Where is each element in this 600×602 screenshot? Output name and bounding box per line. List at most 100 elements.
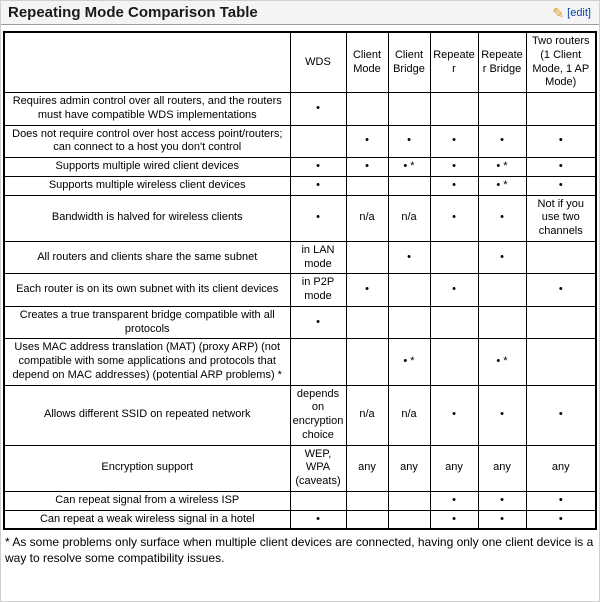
value-cell: [387, 305, 431, 340]
value-cell: any: [525, 444, 597, 492]
value-cell: [387, 509, 431, 530]
feature-cell: Bandwidth is halved for wireless clients: [3, 194, 291, 242]
table-row: Requires admin control over all routers,…: [3, 92, 597, 126]
value-cell: in P2P mode: [289, 273, 347, 307]
edit-link[interactable]: [edit]: [567, 6, 591, 19]
value-cell: •: [477, 124, 527, 158]
value-cell: [345, 92, 389, 126]
value-cell: •: [477, 384, 527, 446]
table-row: All routers and clients share the same s…: [3, 240, 597, 275]
value-cell: •: [429, 384, 479, 446]
value-cell: •: [289, 175, 347, 196]
value-cell: • *: [477, 175, 527, 196]
value-cell: •: [429, 509, 479, 530]
value-cell: in LAN mode: [289, 240, 347, 275]
column-header: Two routers (1 Client Mode, 1 AP Mode): [525, 31, 597, 93]
feature-cell: Requires admin control over all routers,…: [3, 92, 291, 126]
value-cell: •: [345, 157, 389, 177]
value-cell: [345, 338, 389, 386]
value-cell: •: [289, 157, 347, 177]
column-header: Repeater Bridge: [477, 31, 527, 93]
value-cell: •: [525, 175, 597, 196]
value-cell: •: [289, 194, 347, 242]
value-cell: •: [525, 157, 597, 177]
value-cell: n/a: [387, 384, 431, 446]
value-cell: n/a: [345, 384, 389, 446]
page-header: Repeating Mode Comparison Table ✎ [edit]: [1, 1, 599, 25]
table-row: Does not require control over host acces…: [3, 124, 597, 158]
table-row: Bandwidth is halved for wireless clients…: [3, 194, 597, 242]
column-header: WDS: [289, 31, 347, 93]
value-cell: •: [477, 240, 527, 275]
feature-cell: Does not require control over host acces…: [3, 124, 291, 158]
value-cell: •: [525, 384, 597, 446]
value-cell: [345, 240, 389, 275]
value-cell: [525, 305, 597, 340]
value-cell: •: [525, 124, 597, 158]
feature-cell: All routers and clients share the same s…: [3, 240, 291, 275]
value-cell: •: [387, 240, 431, 275]
value-cell: •: [525, 509, 597, 530]
value-cell: •: [289, 509, 347, 530]
value-cell: [429, 240, 479, 275]
value-cell: • *: [477, 338, 527, 386]
edit-control[interactable]: ✎ [edit]: [552, 6, 591, 20]
table-row: Allows different SSID on repeated networ…: [3, 384, 597, 446]
value-cell: Not if you use two channels: [525, 194, 597, 242]
value-cell: •: [289, 92, 347, 126]
value-cell: [477, 273, 527, 307]
value-cell: [525, 338, 597, 386]
feature-cell: Each router is on its own subnet with it…: [3, 273, 291, 307]
table-row: Can repeat a weak wireless signal in a h…: [3, 509, 597, 530]
value-cell: [429, 338, 479, 386]
value-cell: [387, 92, 431, 126]
footnote-text: * As some problems only surface when mul…: [5, 535, 594, 565]
feature-cell: Can repeat a weak wireless signal in a h…: [3, 509, 291, 530]
value-cell: [345, 305, 389, 340]
comparison-table: WDS Client Mode Client Bridge Repeater Repea…: [3, 31, 597, 531]
value-cell: depends on encryption choice: [289, 384, 347, 446]
column-header: Client Mode: [345, 31, 389, 93]
feature-cell: Encryption support: [3, 444, 291, 492]
value-cell: •: [429, 490, 479, 511]
feature-cell: Allows different SSID on repeated networ…: [3, 384, 291, 446]
value-cell: [387, 175, 431, 196]
column-header: Client Bridge: [387, 31, 431, 93]
feature-cell: Can repeat signal from a wireless ISP: [3, 490, 291, 511]
value-cell: •: [429, 124, 479, 158]
value-cell: •: [477, 509, 527, 530]
value-cell: WEP, WPA (caveats): [289, 444, 347, 492]
value-cell: [429, 92, 479, 126]
value-cell: [477, 305, 527, 340]
feature-cell: Supports multiple wireless client device…: [3, 175, 291, 196]
feature-cell: Supports multiple wired client devices: [3, 157, 291, 177]
value-cell: [289, 490, 347, 511]
value-cell: •: [429, 157, 479, 177]
value-cell: •: [525, 273, 597, 307]
value-cell: [525, 240, 597, 275]
table-row: Can repeat signal from a wireless ISP • • •: [3, 490, 597, 511]
value-cell: •: [429, 194, 479, 242]
value-cell: [387, 273, 431, 307]
feature-cell: Creates a true transparent bridge compat…: [3, 305, 291, 340]
value-cell: [345, 509, 389, 530]
feature-cell: Uses MAC address translation (MAT) (prox…: [3, 338, 291, 386]
edit-pencil-icon[interactable]: ✎: [552, 4, 565, 21]
value-cell: • *: [387, 157, 431, 177]
value-cell: • *: [387, 338, 431, 386]
value-cell: •: [429, 273, 479, 307]
value-cell: n/a: [387, 194, 431, 242]
value-cell: • *: [477, 157, 527, 177]
value-cell: •: [525, 490, 597, 511]
table-row: Encryption support WEP, WPA (caveats) any a…: [3, 444, 597, 492]
value-cell: •: [477, 490, 527, 511]
table-row: Supports multiple wired client devices • •…: [3, 157, 597, 177]
comparison-table-head-row: WDS Client Mode Client Bridge Repeater Repea…: [3, 31, 597, 93]
value-cell: [387, 490, 431, 511]
value-cell: [289, 338, 347, 386]
value-cell: •: [429, 175, 479, 196]
value-cell: [289, 124, 347, 158]
table-row: Uses MAC address translation (MAT) (prox…: [3, 338, 597, 386]
value-cell: [429, 305, 479, 340]
